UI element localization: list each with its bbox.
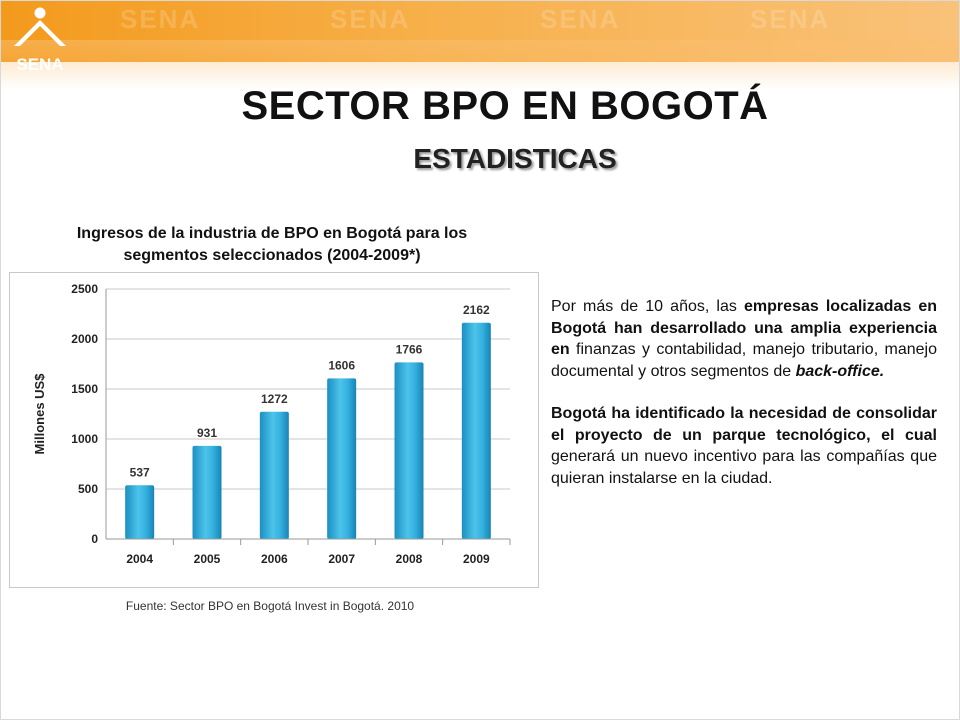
header-watermark: SENA [750, 4, 831, 34]
bar-2008 [394, 362, 424, 539]
bar-2004 [125, 485, 155, 539]
page-subtitle: ESTADISTICAS [413, 143, 617, 174]
paragraph-1-bold-italic: back-office. [795, 362, 885, 380]
x-tick-label: 2005 [194, 552, 221, 566]
header-watermark: SENA [120, 4, 201, 34]
bar-chart: 0 500 1000 1500 2000 2500 Millones US$ 537 2004 9… [32, 282, 511, 566]
data-label: 537 [130, 465, 150, 479]
bar-2005 [192, 445, 222, 539]
chart-source: Fuente: Sector BPO en Bogotá Invest in B… [125, 599, 415, 613]
bar-2007 [327, 378, 357, 539]
chart-container: 0 500 1000 1500 2000 2500 Millones US$ 537 2004 9… [9, 272, 539, 588]
x-tick-label: 2007 [328, 552, 355, 566]
paragraph-1-part: Por más de 10 años, las [551, 298, 745, 315]
data-label: 1272 [261, 392, 288, 406]
x-tick-label: 2008 [396, 552, 423, 566]
paragraph-1: Por más de 10 años, las empresas localiz… [551, 296, 937, 382]
data-label: 931 [197, 426, 217, 440]
y-tick-label: 0 [91, 532, 98, 546]
y-tick-label: 500 [78, 482, 98, 496]
paragraph-2: Bogotá ha identificado la necesidad de c… [551, 403, 937, 489]
paragraph-2-part: generará un nuevo incentivo para las com… [551, 448, 937, 487]
y-tick-label: 2500 [71, 282, 98, 296]
page-title: SECTOR BPO EN BOGOTÁ [241, 84, 769, 128]
sena-logo: SENA [14, 7, 66, 74]
data-label: 1606 [328, 358, 355, 372]
data-label: 2162 [463, 303, 490, 317]
logo-text: SENA [16, 55, 63, 74]
data-label: 1766 [396, 342, 423, 356]
paragraph-1-bold: empresas localizadas en Bogotá han desar… [551, 298, 938, 358]
bar-2006 [259, 411, 289, 539]
y-tick-label: 1500 [71, 382, 98, 396]
y-tick-label: 2000 [71, 332, 98, 346]
header-fade [0, 40, 960, 90]
bar-2009 [461, 322, 491, 539]
x-tick-label: 2004 [126, 552, 153, 566]
paragraph-2-bold: Bogotá ha identificado la necesidad de c… [551, 405, 937, 444]
x-tick-label: 2006 [261, 552, 288, 566]
header-watermark: SENA [330, 4, 411, 34]
chart-title: Ingresos de la industria de BPO en Bogot… [76, 225, 468, 264]
header-watermark: SENA [540, 4, 621, 34]
x-tick-label: 2009 [463, 552, 490, 566]
y-tick-label: 1000 [71, 432, 98, 446]
paragraph-1-part: finanzas y contabilidad, manejo tributar… [551, 341, 937, 380]
y-axis-label: Millones US$ [32, 373, 47, 455]
description-text: Por más de 10 años, las empresas localiz… [551, 296, 937, 510]
